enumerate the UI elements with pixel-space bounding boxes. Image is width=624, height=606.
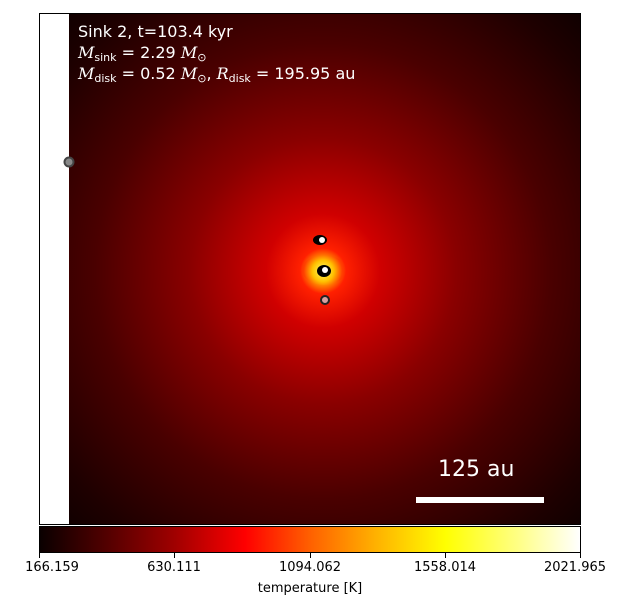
disk-properties: Mdisk = 0.52 M⊙, Rdisk = 195.95 au <box>78 64 356 85</box>
colorbar-tick-label: 630.111 <box>147 560 201 575</box>
colorbar <box>39 526 581 553</box>
sink-center-group <box>317 265 331 277</box>
temperature-image <box>40 14 580 524</box>
colorbar-tick <box>39 553 40 558</box>
colorbar-tick-label: 166.159 <box>25 560 79 575</box>
colorbar-tick <box>580 553 581 558</box>
colorbar-tick <box>310 553 311 558</box>
temperature-map: Sink 2, t=103.4 kyr Msink = 2.29 M⊙ Mdis… <box>39 13 581 525</box>
colorbar-label: temperature [K] <box>257 581 363 596</box>
sink-title: Sink 2, t=103.4 kyr <box>78 22 233 41</box>
sink-mass: Msink = 2.29 M⊙ <box>78 43 207 64</box>
sink-upper <box>319 237 325 243</box>
scale-bar-label: 125 au <box>438 457 515 482</box>
colorbar-tick-label: 1094.062 <box>278 560 342 575</box>
sink-upper-group <box>313 235 327 245</box>
colorbar-tick <box>174 553 175 558</box>
colorbar-tick <box>445 553 446 558</box>
sink-center <box>322 267 328 273</box>
sink-lower <box>320 295 330 305</box>
colorbar-tick-label: 2021.965 <box>543 560 607 575</box>
colorbar-tick-label: 1558.014 <box>413 560 477 575</box>
sink-edge <box>63 156 75 168</box>
scale-bar <box>416 497 544 503</box>
